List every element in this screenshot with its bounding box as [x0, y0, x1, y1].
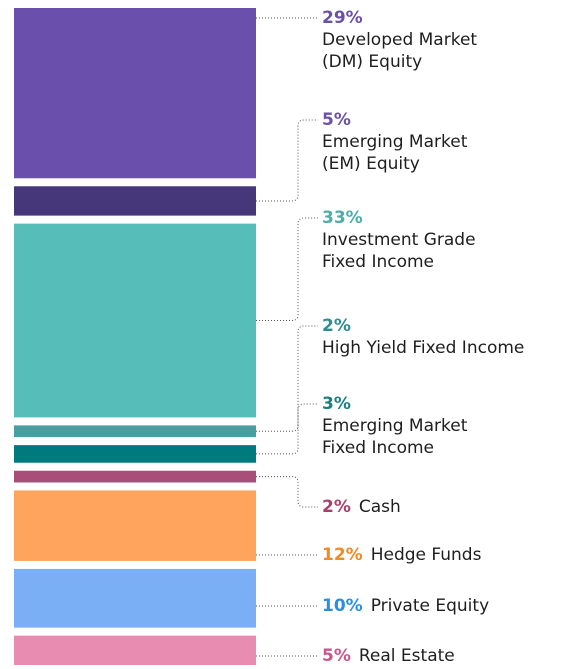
category-label: Private Equity — [371, 596, 489, 616]
category-label: High Yield Fixed Income — [322, 338, 524, 358]
category-label: (DM) Equity — [322, 52, 422, 72]
category-label: Emerging Market — [322, 132, 468, 152]
percent-label: 12% — [322, 545, 363, 565]
segment — [14, 445, 256, 463]
percent-label: 29% — [322, 8, 363, 28]
percent-label: 3% — [322, 394, 351, 414]
connector — [256, 403, 318, 455]
category-label: Fixed Income — [322, 252, 434, 272]
percent-label: 2% — [322, 497, 351, 517]
category-label: (EM) Equity — [322, 154, 420, 174]
percent-label: 5% — [322, 110, 351, 130]
segment — [14, 568, 256, 628]
percent-label: 5% — [322, 646, 351, 666]
segment — [14, 470, 256, 483]
segment — [14, 8, 256, 179]
connector — [256, 119, 318, 202]
category-label: Emerging Market — [322, 416, 468, 436]
category-label: Cash — [359, 497, 401, 517]
category-label: Real Estate — [359, 646, 455, 666]
percent-label: 10% — [322, 596, 363, 616]
segment — [14, 490, 256, 561]
percent-label: 2% — [322, 316, 351, 336]
category-label: Hedge Funds — [371, 545, 482, 565]
segment — [14, 635, 256, 665]
category-label: Developed Market — [322, 30, 477, 50]
segment — [14, 223, 256, 418]
category-label: Fixed Income — [322, 438, 434, 458]
connector — [256, 325, 318, 432]
segment — [14, 425, 256, 438]
segment — [14, 186, 256, 216]
category-label: Investment Grade — [322, 230, 476, 250]
percent-label: 33% — [322, 208, 363, 228]
connector — [256, 476, 318, 508]
connector — [256, 217, 318, 321]
